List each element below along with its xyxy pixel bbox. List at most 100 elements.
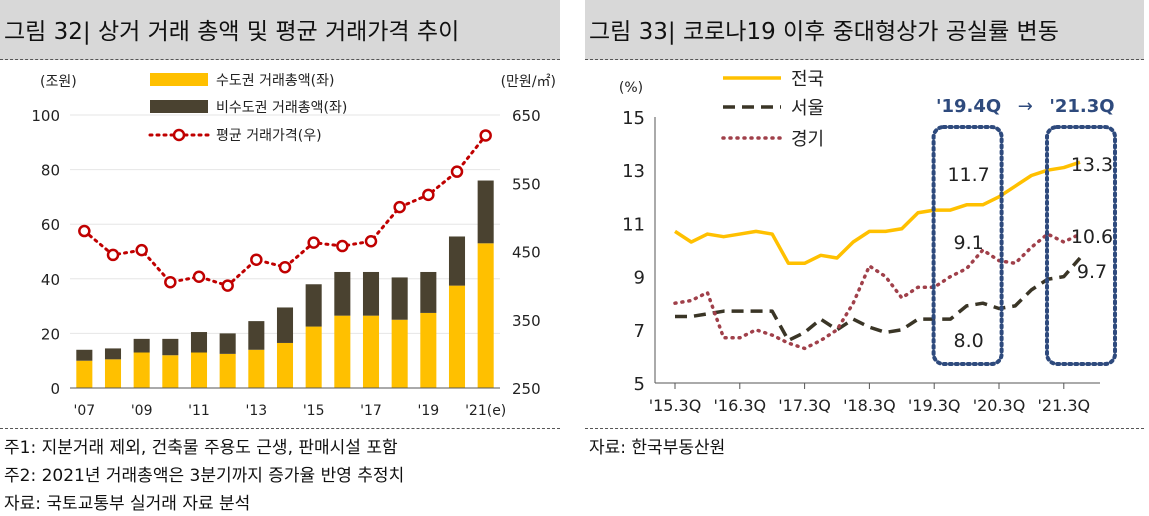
avg-price-point bbox=[364, 235, 378, 248]
non-capital-volume-bar bbox=[248, 321, 265, 350]
capital-volume-bar bbox=[76, 360, 93, 388]
non-capital-volume-bar bbox=[448, 236, 466, 286]
left-y-tick-label: 80 bbox=[41, 162, 60, 180]
national-rate-line bbox=[674, 160, 1081, 266]
left-figure-title-text: 그림 32| 상거 거래 총액 및 평균 거래가격 추이 bbox=[4, 19, 460, 45]
left-x-tick-label: '17 bbox=[360, 403, 382, 419]
seoul-rate-line bbox=[675, 256, 1082, 343]
left-x-tick-label: '19 bbox=[417, 403, 439, 419]
legend-capital-swatch bbox=[150, 73, 208, 86]
avg-price-point bbox=[479, 129, 492, 142]
non-capital-volume-bar bbox=[420, 271, 437, 313]
avg-price-point bbox=[336, 239, 349, 253]
highlight-box-19-4q bbox=[931, 125, 1004, 366]
non-capital-volume-bar bbox=[477, 180, 494, 244]
right-y-tick-label: 550 bbox=[512, 175, 541, 193]
avg-price-point bbox=[307, 236, 320, 249]
legend-capital-label: 수도권 거래총액(좌) bbox=[216, 73, 334, 89]
right-axis-unit: (만원/㎡) bbox=[501, 74, 556, 90]
vacancy-rate-chart: 5 7 9 11 13 15 (%) '15.3Q '16.3Q '17.3Q '18.3Q '19.… bbox=[619, 69, 1117, 415]
vacancy-x-tick-label: '15.3Q bbox=[649, 396, 702, 415]
annotation-to-label: '21.3Q bbox=[1049, 96, 1114, 117]
non-capital-volume-bar bbox=[334, 271, 351, 316]
capital-volume-bar bbox=[448, 285, 466, 388]
annotation-from-value: 8.0 bbox=[953, 330, 983, 352]
legend-seoul-rate-label: 서울 bbox=[791, 98, 824, 119]
vacancy-y-tick-label: 9 bbox=[634, 268, 645, 289]
annotation-to-value: 13.3 bbox=[1071, 154, 1113, 176]
right-figure-title-text: 그림 33| 코로나19 이후 중대형상가 공실률 변동 bbox=[589, 19, 1059, 45]
capital-volume-bar bbox=[219, 353, 236, 388]
non-capital-volume-bar bbox=[391, 277, 408, 320]
left-y-tick-label: 20 bbox=[41, 325, 60, 343]
left-x-tick-label: '07 bbox=[73, 403, 95, 419]
left-x-tick-label: '15 bbox=[303, 403, 325, 419]
legend-gyeonggi-rate-label: 경기 bbox=[791, 129, 824, 150]
capital-volume-bar bbox=[162, 355, 179, 388]
vacancy-x-tick-label: '20.3Q bbox=[973, 396, 1026, 415]
left-figure-title: 그림 32| 상거 거래 총액 및 평균 거래가격 추이 bbox=[0, 0, 560, 60]
annotation-from-value: 11.7 bbox=[947, 164, 989, 186]
vacancy-x-tick-label: '19.3Q bbox=[908, 396, 961, 415]
non-capital-volume-bar bbox=[104, 348, 122, 360]
non-capital-volume-bar bbox=[190, 332, 208, 353]
capital-volume-bar bbox=[133, 352, 150, 388]
left-note-1: 주1: 지분거래 제외, 건축물 주용도 근생, 판매시설 포함 bbox=[4, 438, 398, 458]
avg-price-point bbox=[135, 243, 148, 257]
vacancy-y-tick-label: 7 bbox=[634, 321, 645, 342]
gyeonggi-rate-line bbox=[673, 232, 1082, 351]
non-capital-volume-bar bbox=[76, 349, 93, 361]
avg-price-point bbox=[393, 200, 406, 214]
annotation-to-value: 10.6 bbox=[1071, 226, 1113, 248]
capital-volume-bar bbox=[305, 326, 322, 388]
avg-price-point bbox=[450, 165, 464, 178]
transaction-volume-chart: 0 20 40 60 80 100 250 350 450 550 650 (조원) (만원/㎡) '07… bbox=[31, 73, 556, 419]
vacancy-x-tick-label: '16.3Q bbox=[713, 396, 766, 415]
capital-volume-bar bbox=[190, 352, 208, 388]
right-y-tick-label: 450 bbox=[512, 244, 541, 262]
legend-national-rate-label: 전국 bbox=[791, 69, 824, 90]
vacancy-axis-unit: (%) bbox=[619, 80, 643, 96]
non-capital-volume-bar bbox=[305, 284, 322, 327]
vacancy-x-tick-label: '21.3Q bbox=[1037, 396, 1090, 415]
non-capital-volume-bar bbox=[133, 338, 150, 353]
left-y-tick-label: 40 bbox=[41, 271, 60, 289]
avg-price-point bbox=[192, 270, 206, 284]
avg-price-point bbox=[164, 275, 177, 289]
left-axis-unit: (조원) bbox=[40, 74, 77, 90]
right-figure-title: 그림 33| 코로나19 이후 중대형상가 공실률 변동 bbox=[585, 0, 1144, 60]
left-notes-divider bbox=[0, 428, 560, 429]
left-x-tick-label: '21(e) bbox=[465, 403, 506, 419]
capital-volume-bar bbox=[362, 315, 380, 388]
left-x-tick-label: '11 bbox=[188, 403, 210, 419]
non-capital-volume-bar bbox=[162, 338, 179, 356]
capital-volume-bar bbox=[334, 315, 351, 388]
left-y-tick-label: 60 bbox=[41, 216, 60, 234]
right-y-tick-label: 650 bbox=[512, 107, 541, 125]
vacancy-y-tick-label: 11 bbox=[622, 214, 645, 235]
avg-price-point bbox=[278, 260, 292, 274]
avg-price-point bbox=[106, 248, 120, 262]
left-x-tick-label: '13 bbox=[245, 403, 267, 419]
legend-non-capital-label: 비수도권 거래총액(좌) bbox=[216, 100, 347, 116]
non-capital-volume-bar bbox=[276, 307, 294, 343]
legend-avg-price-label: 평균 거래가격(우) bbox=[216, 128, 322, 144]
non-capital-volume-bar bbox=[219, 333, 236, 354]
vacancy-x-tick-label: '18.3Q bbox=[843, 396, 896, 415]
capital-volume-bar bbox=[420, 312, 437, 388]
right-note-source: 자료: 한국부동산원 bbox=[589, 438, 726, 458]
left-y-tick-label: 0 bbox=[50, 380, 60, 398]
legend-non-capital-swatch bbox=[150, 100, 208, 113]
capital-volume-bar bbox=[104, 359, 122, 388]
avg-price-point bbox=[250, 253, 263, 266]
capital-volume-bar bbox=[248, 349, 265, 388]
left-note-2: 주2: 2021년 거래총액은 3분기까지 증가율 반영 추정치 bbox=[4, 466, 405, 486]
avg-price-point bbox=[78, 224, 91, 238]
left-y-tick-label: 100 bbox=[31, 107, 60, 125]
left-x-tick-label: '09 bbox=[131, 403, 153, 419]
vacancy-y-tick-label: 13 bbox=[622, 161, 645, 182]
non-capital-volume-bar bbox=[362, 271, 380, 316]
annotation-from-value: 9.1 bbox=[953, 232, 983, 254]
avg-price-point bbox=[422, 188, 435, 202]
annotation-from-label: '19.4Q bbox=[936, 96, 1001, 117]
